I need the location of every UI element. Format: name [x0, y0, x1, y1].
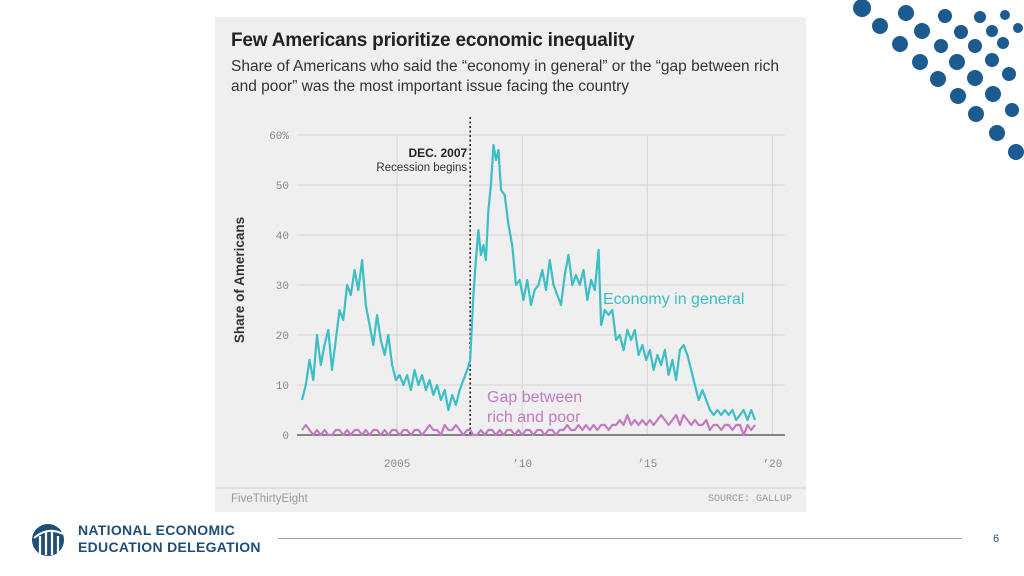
decorative-dot: [872, 18, 888, 34]
logo-line-2: EDUCATION DELEGATION: [78, 539, 261, 555]
decorative-dot: [938, 9, 952, 23]
x-tick-label: ’20: [763, 459, 783, 471]
y-tick-label: 30: [276, 281, 289, 293]
decorative-dot: [974, 11, 986, 23]
y-tick-label: 20: [276, 331, 289, 343]
decorative-dot: [1013, 23, 1023, 33]
logo-globe-icon: [32, 524, 64, 556]
decorative-dot: [997, 37, 1009, 49]
decorative-dot: [967, 70, 983, 86]
page-number: 6: [993, 533, 1000, 545]
chart-credit: FiveThirtyEight: [231, 493, 308, 505]
chart-source: SOURCE: GALLUP: [707, 494, 792, 505]
decorative-dot: [898, 5, 914, 21]
chart-subtitle: Share of Americans who said the “economy…: [231, 58, 779, 95]
decorative-dot: [914, 23, 930, 39]
logo-line-1: NATIONAL ECONOMIC: [78, 522, 236, 538]
x-tick-label: 2005: [384, 459, 410, 471]
decorative-dot: [853, 0, 871, 17]
decorative-dot: [1005, 103, 1019, 117]
y-tick-label: 0: [282, 431, 289, 443]
line-chart: 0 10 20 30 40 50 60% 2005 ’10 ’15 ’20 Share of Amer…: [215, 117, 806, 489]
y-tick-label: 60%: [269, 131, 289, 143]
series-line-economy: [300, 143, 757, 422]
annotation-title: DEC. 2007: [408, 146, 467, 160]
series-label-economy: Economy in general: [603, 291, 744, 308]
decorative-dot: [985, 53, 999, 67]
decorative-dot: [985, 86, 1001, 102]
annotation-text: Recession begins: [376, 162, 467, 174]
x-tick-label: ’10: [512, 459, 532, 471]
y-tick-label: 10: [276, 381, 289, 393]
decorative-dot: [1002, 67, 1016, 81]
decorative-dot: [989, 125, 1005, 141]
series-label-gap-line1: Gap between: [487, 389, 582, 406]
decorative-dot: [1000, 10, 1010, 20]
decorative-dot: [1008, 144, 1024, 160]
decorative-dot: [930, 71, 946, 87]
organization-logo: NATIONAL ECONOMIC EDUCATION DELEGATION: [30, 520, 270, 560]
series-label-gap-line2: rich and poor: [487, 409, 581, 426]
chart-title: Few Americans prioritize economic inequa…: [231, 30, 635, 51]
decorative-dot: [912, 54, 928, 70]
decorative-dot: [950, 88, 966, 104]
decorative-dot: [986, 25, 998, 37]
decorative-dot: [892, 36, 908, 52]
decorative-dot-pattern-icon: [853, 0, 1024, 160]
y-tick-label: 50: [276, 181, 289, 193]
decorative-dot: [954, 25, 968, 39]
y-axis-label: Share of Americans: [232, 217, 247, 343]
footer-divider: [278, 538, 962, 539]
y-tick-label: 40: [276, 231, 289, 243]
chart-panel: Few Americans prioritize economic inequa…: [215, 17, 806, 512]
decorative-dot: [968, 106, 984, 122]
decorative-dot: [968, 39, 982, 53]
decorative-dot: [934, 39, 948, 53]
series-line-gap: [301, 413, 756, 437]
x-tick-label: ’15: [637, 459, 657, 471]
decorative-dot: [949, 54, 965, 70]
